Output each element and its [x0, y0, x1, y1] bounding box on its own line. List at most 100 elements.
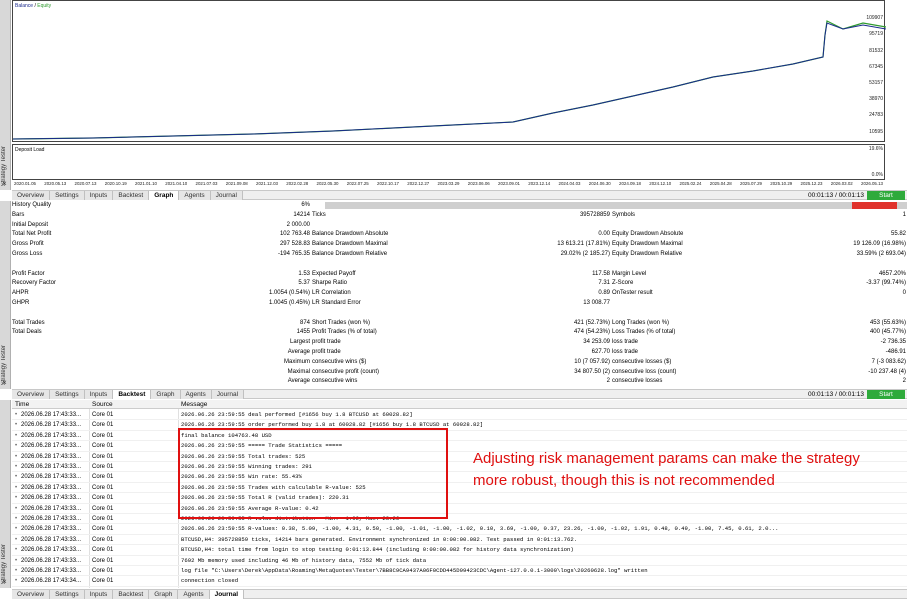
journal-message: 2026.06.26 23:59:55 Win rate: 55.43%: [181, 473, 302, 481]
stat-label: Expected Payoff: [312, 270, 356, 277]
journal-source: Core 01: [92, 505, 114, 512]
tab-overview[interactable]: Overview: [12, 589, 51, 599]
stat-value: -2 736.35: [880, 339, 906, 346]
stat-label: consecutive wins: [312, 378, 358, 385]
x-tick-label: 2026.05.13: [861, 181, 883, 186]
col-message[interactable]: Message: [181, 401, 208, 408]
stats-row: Total Deals 1455 Profit Trades (% of total…: [12, 328, 907, 336]
journal-source: Core 01: [92, 526, 114, 533]
stat-label: Long Trades (won %): [612, 319, 670, 326]
journal-time: 2026.06.28 17:43:33...: [21, 516, 82, 522]
journal-row[interactable]: • 2026.06.28 17:43:33... Core 01 2026.06.26…: [12, 410, 907, 421]
journal-row[interactable]: • 2026.06.28 17:43:33... Core 01 BTCUSD,H4:…: [12, 545, 907, 556]
journal-message: 2026.06.26 23:59:55 Trades with calculab…: [181, 483, 366, 491]
stat-label: Total Deals: [12, 329, 42, 336]
journal-message: final balance 104763.48 USD: [181, 431, 272, 439]
info-icon: •: [15, 474, 18, 481]
tab-agents[interactable]: Agents: [180, 389, 212, 399]
journal-panel: Time Source Message • 2026.06.28 17:43:33…: [12, 400, 907, 588]
journal-row[interactable]: • 2026.06.28 17:43:33... Core 01 2026.06.26…: [12, 462, 907, 473]
tab-agents[interactable]: Agents: [178, 589, 210, 599]
stat-value: 34 253.09: [583, 339, 610, 346]
journal-source: Core 01: [92, 422, 114, 429]
journal-row[interactable]: • 2026.06.28 17:43:33... Core 01 2026.06.26…: [12, 420, 907, 431]
journal-row[interactable]: • 2026.06.28 17:43:33... Core 01 2026.06.26…: [12, 472, 907, 483]
stat-value: 34 807.50 (2): [574, 368, 610, 375]
tab-backtest[interactable]: Backtest: [113, 589, 150, 599]
journal-time: 2026.06.28 17:43:33...: [21, 474, 82, 481]
stat-value: 2 000.00: [286, 221, 310, 228]
stat-value: 10 (7 057.92): [574, 358, 610, 365]
stat-value: 7 (-3 083.62): [871, 358, 906, 365]
journal-row[interactable]: • 2026.06.28 17:43:33... Core 01 2026.06.26…: [12, 483, 907, 494]
tab-graph[interactable]: Graph: [149, 190, 180, 200]
stat-label: Total Trades: [12, 319, 45, 326]
journal-source: Core 01: [92, 474, 114, 481]
info-icon: •: [15, 526, 18, 533]
tab-graph[interactable]: Graph: [149, 589, 179, 599]
tab-inputs[interactable]: Inputs: [84, 589, 114, 599]
journal-row[interactable]: • 2026.06.28 17:43:33... Core 01 log file "…: [12, 566, 907, 577]
start-button[interactable]: Start: [867, 191, 905, 200]
stat-value: 0: [902, 290, 906, 297]
stat-value: 7.31: [598, 280, 610, 287]
col-source[interactable]: Source: [92, 401, 113, 408]
tab-agents[interactable]: Agents: [179, 190, 211, 200]
tab-journal[interactable]: Journal: [210, 190, 243, 200]
journal-row[interactable]: • 2026.06.28 17:43:33... Core 01 BTCUSD,H4:…: [12, 535, 907, 546]
stat-value: 474 (54.23%): [573, 329, 610, 336]
info-icon: •: [15, 505, 18, 512]
tab-journal[interactable]: Journal: [211, 389, 245, 399]
tab-bar-backtest: Overview Settings Inputs Backtest Graph …: [12, 389, 907, 399]
graph-window: Balance / Equity 109907 95719 81532 6734…: [12, 0, 907, 190]
x-tick-label: 2025.04.28: [709, 181, 732, 186]
info-icon: •: [15, 443, 18, 450]
journal-row[interactable]: • 2026.06.28 17:43:33... Core 01 2026.06.26…: [12, 493, 907, 504]
tab-settings[interactable]: Settings: [50, 190, 85, 200]
x-tick-label: 2020.05.13: [44, 181, 67, 186]
tab-journal[interactable]: Journal: [209, 589, 245, 599]
stat-label: Profit Trades (% of total): [312, 329, 377, 336]
journal-message: 7692 Mb memory used including 46 Mb of h…: [181, 556, 427, 564]
journal-source: Core 01: [92, 453, 114, 460]
journal-time: 2026.06.28 17:43:33...: [21, 547, 82, 554]
journal-row[interactable]: • 2026.06.28 17:43:33... Core 01 7692 Mb me…: [12, 556, 907, 566]
x-tick-label: 2021.09.08: [225, 181, 248, 186]
journal-header: Time Source Message: [12, 400, 907, 409]
stat-label: Gross Profit: [12, 241, 44, 248]
journal-time: 2026.06.28 17:43:33...: [21, 568, 82, 574]
backtest-stats: History Quality 6% Bars 14214 Ticks 395728859…: [12, 201, 907, 388]
tab-overview[interactable]: Overview: [12, 389, 51, 399]
stats-row: History Quality 6%: [12, 201, 907, 209]
info-icon: •: [15, 484, 18, 491]
journal-row[interactable]: • 2026.06.28 17:43:33... Core 01 2026.06.26…: [12, 514, 907, 525]
tab-overview[interactable]: Overview: [12, 190, 51, 200]
tab-backtest[interactable]: Backtest: [113, 190, 150, 200]
tab-inputs[interactable]: Inputs: [84, 190, 114, 200]
stat-value: 4657.20%: [878, 270, 906, 277]
journal-row[interactable]: • 2026.06.28 17:43:33... Core 01 final bala…: [12, 431, 907, 442]
tab-graph[interactable]: Graph: [151, 389, 181, 399]
stat-value: 13 008.77: [583, 300, 610, 306]
info-icon: •: [15, 536, 18, 543]
start-button[interactable]: Start: [867, 390, 905, 399]
journal-time: 2026.06.28 17:43:33...: [21, 453, 82, 460]
journal-row[interactable]: • 2026.06.28 17:43:33... Core 01 2026.06.26…: [12, 441, 907, 452]
journal-row[interactable]: • 2026.06.28 17:43:34... Core 01 connection…: [12, 576, 907, 587]
history-quality-bar: [325, 202, 907, 209]
stat-label: Balance Drawdown Absolute: [312, 231, 389, 238]
side-label: Strategy Tester: [1, 145, 7, 186]
journal-row[interactable]: • 2026.06.28 17:43:33... Core 01 2026.06.26…: [12, 452, 907, 462]
tab-settings[interactable]: Settings: [50, 589, 85, 599]
info-icon: •: [15, 578, 18, 585]
col-time[interactable]: Time: [15, 401, 30, 408]
journal-row[interactable]: • 2026.06.28 17:43:33... Core 01 2026.06.26…: [12, 504, 907, 514]
journal-row[interactable]: • 2026.06.28 17:43:33... Core 01 2026.06.26…: [12, 524, 907, 535]
stat-label: OnTester result: [612, 290, 653, 297]
journal-message: 2026.06.26 23:59:55 R-values: 0.38, 5.09…: [181, 525, 779, 533]
deposit-load-plot: Deposit Load 19.6% 0.0%: [12, 144, 885, 180]
timer: 00:01:13 / 00:01:13: [807, 391, 864, 398]
tab-settings[interactable]: Settings: [50, 389, 85, 399]
tab-inputs[interactable]: Inputs: [84, 389, 114, 399]
tab-backtest[interactable]: Backtest: [113, 389, 152, 399]
